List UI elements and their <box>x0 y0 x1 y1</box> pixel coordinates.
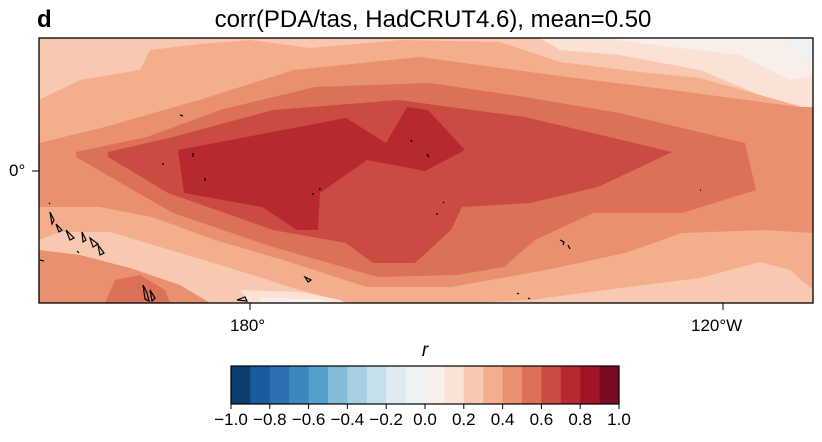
colorbar-label: r <box>421 340 429 361</box>
island-coastline <box>49 211 105 256</box>
colorbar-bin <box>366 366 387 404</box>
colorbar-tick-label: 0.2 <box>451 410 476 429</box>
colorbar-bin <box>541 366 562 404</box>
colorbar-bin <box>289 366 310 404</box>
contour-negative-top-right <box>785 38 813 60</box>
colorbar-bin <box>522 366 542 404</box>
contour-near-zero-top-right <box>600 38 813 80</box>
colorbar-tick-label: −0.6 <box>291 410 326 429</box>
panel-label: d <box>37 6 52 33</box>
contour-fields <box>39 38 813 303</box>
colorbar-bin <box>560 366 581 404</box>
colorbar-tick-label: 0.6 <box>529 410 554 429</box>
colorbar-bin <box>347 366 368 404</box>
colorbar-bin <box>386 366 407 404</box>
colorbar-bin <box>580 366 601 404</box>
colorbar-bin <box>328 366 348 404</box>
x-tick-label-120w: 120°W <box>691 316 743 335</box>
colorbar-tick-label: 0.4 <box>490 410 515 429</box>
colorbar-bin <box>599 366 620 404</box>
colorbar-tick-label: 0.8 <box>568 410 593 429</box>
colorbar-bin <box>250 366 271 404</box>
colorbar-bin <box>231 366 251 404</box>
x-tick-label-180: 180° <box>230 316 266 335</box>
contour-near-zero-bottom <box>258 298 330 303</box>
colorbar-bin <box>308 366 329 404</box>
island-coastline <box>142 275 313 303</box>
colorbar-tick-label: −0.4 <box>330 410 365 429</box>
colorbar-tick-label: −1.0 <box>214 410 248 429</box>
colorbar-tick-label: −0.8 <box>253 410 287 429</box>
colorbar-tick-label: 0.0 <box>413 410 437 429</box>
island-coastline <box>39 114 701 300</box>
coastlines <box>39 114 701 303</box>
chart-title: corr(PDA/tas, HadCRUT4.6), mean=0.50 <box>214 6 652 33</box>
y-tick-label-0: 0° <box>9 161 26 180</box>
colorbar-bin <box>502 366 523 404</box>
contour-0.4-0.5-bottom-left <box>39 250 210 303</box>
contour-0.7-0.8 <box>178 107 465 230</box>
colorbar-bin <box>269 366 290 404</box>
colorbar-bin <box>463 366 484 404</box>
colorbar-bin <box>425 366 445 404</box>
contour-light-lower-left <box>60 232 240 285</box>
colorbar-bin <box>405 366 426 404</box>
colorbar-bin <box>444 366 465 404</box>
colorbar-tick-label: −0.2 <box>369 410 403 429</box>
colorbar-bin <box>483 366 504 404</box>
colorbar <box>230 365 620 409</box>
colorbar-tick-label: 1.0 <box>607 410 631 429</box>
